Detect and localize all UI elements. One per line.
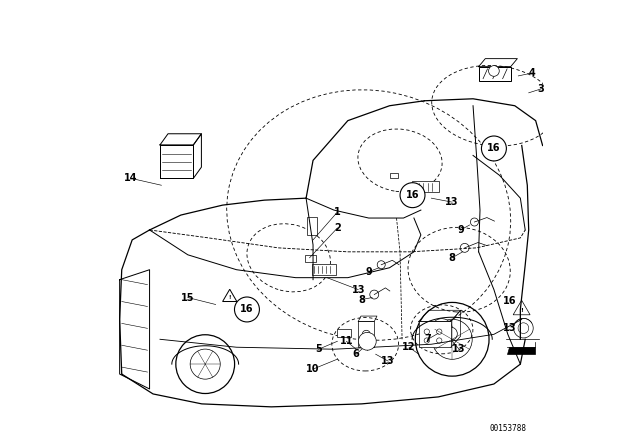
Circle shape [234, 297, 259, 322]
FancyBboxPatch shape [305, 255, 316, 262]
Text: 13: 13 [445, 197, 459, 207]
Polygon shape [507, 347, 536, 353]
FancyBboxPatch shape [479, 67, 511, 81]
Circle shape [424, 329, 429, 334]
Text: 6: 6 [353, 349, 360, 359]
Text: 1: 1 [334, 207, 340, 217]
Text: 12: 12 [403, 342, 416, 352]
Circle shape [400, 183, 425, 207]
Text: !: ! [228, 295, 231, 300]
Circle shape [431, 319, 452, 340]
FancyBboxPatch shape [412, 181, 438, 192]
Circle shape [481, 136, 506, 161]
Text: 16: 16 [240, 305, 253, 314]
Circle shape [358, 332, 376, 350]
Text: 3: 3 [538, 84, 545, 94]
Circle shape [460, 243, 469, 252]
Text: 13: 13 [504, 323, 517, 333]
Text: 8: 8 [449, 253, 456, 263]
FancyBboxPatch shape [358, 321, 374, 347]
Text: 9: 9 [365, 267, 372, 277]
Text: 5: 5 [316, 344, 322, 354]
Circle shape [488, 65, 499, 76]
Circle shape [436, 329, 442, 334]
Text: 11: 11 [340, 336, 353, 346]
Text: 14: 14 [124, 173, 138, 183]
Text: 13: 13 [381, 356, 395, 366]
Text: 8: 8 [358, 294, 365, 305]
Text: 2: 2 [334, 223, 340, 233]
Text: 16: 16 [406, 190, 419, 200]
Text: 00153788: 00153788 [490, 424, 526, 433]
Circle shape [424, 338, 429, 343]
Text: 7: 7 [424, 334, 431, 344]
Text: 15: 15 [181, 293, 195, 302]
Circle shape [362, 330, 371, 338]
FancyBboxPatch shape [307, 217, 317, 235]
FancyBboxPatch shape [390, 173, 397, 178]
FancyBboxPatch shape [312, 264, 336, 275]
Text: 4: 4 [529, 68, 536, 78]
Text: 13: 13 [351, 284, 365, 295]
FancyBboxPatch shape [337, 329, 351, 337]
Circle shape [444, 327, 458, 340]
Text: 16: 16 [504, 297, 517, 306]
Circle shape [377, 261, 385, 269]
FancyBboxPatch shape [419, 321, 451, 347]
Circle shape [436, 338, 442, 343]
Text: !: ! [520, 308, 523, 313]
Circle shape [470, 218, 479, 226]
Text: 10: 10 [307, 364, 320, 374]
Circle shape [514, 319, 533, 338]
Text: 9: 9 [457, 225, 464, 235]
Circle shape [370, 290, 379, 299]
Text: 13: 13 [452, 344, 466, 354]
Text: 16: 16 [487, 143, 500, 154]
Circle shape [518, 323, 529, 333]
